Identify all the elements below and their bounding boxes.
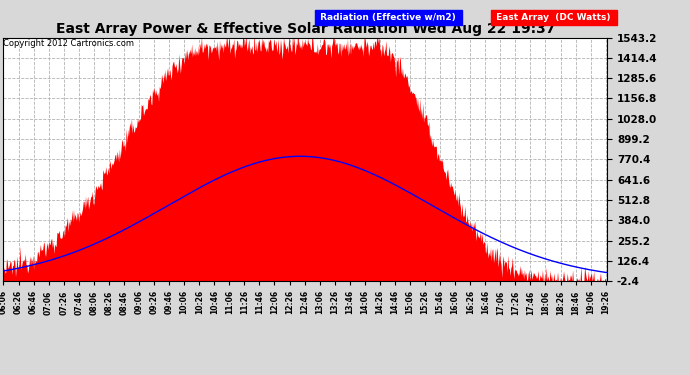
Title: East Array Power & Effective Solar Radiation Wed Aug 22 19:37: East Array Power & Effective Solar Radia… — [56, 22, 555, 36]
Text: Radiation (Effective w/m2): Radiation (Effective w/m2) — [317, 13, 460, 22]
Text: Copyright 2012 Cartronics.com: Copyright 2012 Cartronics.com — [3, 39, 135, 48]
Text: East Array  (DC Watts): East Array (DC Watts) — [493, 13, 614, 22]
